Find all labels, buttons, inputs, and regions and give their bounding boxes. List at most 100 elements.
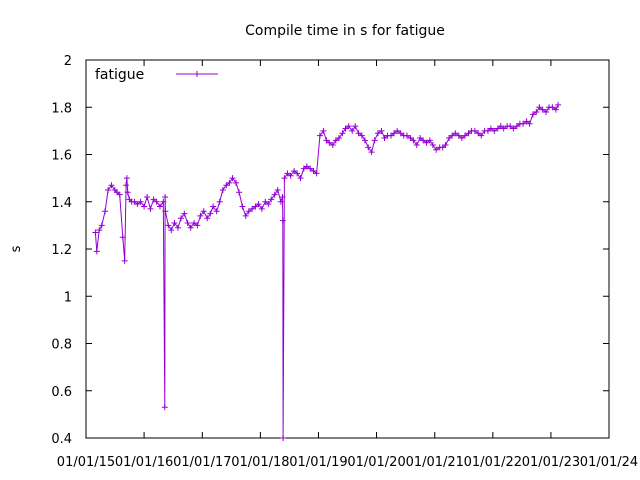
data-point (216, 198, 223, 205)
y-tick-label: 0.4 (51, 432, 72, 447)
y-tick-label: 2 (64, 54, 72, 69)
data-point (187, 224, 194, 231)
data-point (287, 172, 294, 179)
data-point (410, 137, 417, 144)
data-point (407, 134, 414, 141)
data-point (294, 170, 301, 177)
data-point (465, 130, 472, 137)
data-point (184, 220, 191, 227)
data-point (303, 163, 310, 170)
data-point (391, 130, 398, 137)
y-axis: 0.4 0.6 0.8 1 1.2 1.4 1.6 1.8 2 (51, 54, 609, 447)
data-point (204, 215, 211, 222)
data-point (365, 144, 372, 151)
data-point (160, 198, 167, 205)
data-point (358, 132, 365, 139)
data-point (171, 220, 178, 227)
x-axis: 01/01/15 01/01/16 01/01/17 01/01/18 01/01/19… (57, 60, 638, 470)
data-point (429, 142, 436, 149)
data-point (539, 106, 546, 113)
data-point (141, 203, 148, 210)
data-point (239, 203, 246, 210)
data-point (552, 106, 559, 113)
data-point (268, 196, 275, 203)
data-point (96, 227, 103, 234)
y-tick-label: 0.8 (51, 338, 72, 353)
data-point (513, 123, 520, 130)
data-point (197, 212, 204, 219)
y-tick-label: 1.2 (51, 243, 72, 258)
data-point (339, 130, 346, 137)
data-point (116, 191, 123, 198)
data-point (433, 146, 440, 153)
data-point (329, 142, 336, 149)
data-point (200, 208, 207, 215)
data-point (124, 189, 131, 196)
y-tick-label: 1 (64, 290, 72, 305)
data-point (394, 127, 401, 134)
data-point (313, 170, 320, 177)
data-point (491, 127, 498, 134)
data-point (277, 198, 284, 205)
data-point (226, 179, 233, 186)
data-point (255, 201, 262, 208)
data-point (478, 132, 485, 139)
data-point (342, 125, 349, 132)
series-line-fatigue (94, 104, 559, 439)
data-point (455, 132, 462, 139)
data-point (207, 210, 214, 217)
x-tick-label: 01/01/24 (580, 455, 638, 470)
data-point (510, 125, 517, 132)
data-point (442, 142, 449, 149)
y-axis-label: s (9, 245, 24, 252)
data-point (300, 165, 307, 172)
data-point (119, 234, 126, 241)
data-point (475, 130, 482, 137)
data-point (153, 198, 160, 205)
data-point (555, 101, 562, 108)
x-tick-label: 01/01/23 (522, 455, 580, 470)
data-point (252, 203, 259, 210)
data-point (134, 201, 141, 208)
data-point (361, 137, 368, 144)
data-point (523, 118, 530, 125)
chart-title: Compile time in s for fatigue (245, 23, 445, 39)
data-point (262, 198, 269, 205)
data-point (520, 120, 527, 127)
data-point (245, 208, 252, 215)
data-point (280, 435, 287, 441)
data-point (449, 132, 456, 139)
data-point (161, 404, 168, 411)
data-point (413, 142, 420, 149)
x-tick-label: 01/01/19 (289, 455, 347, 470)
data-point (368, 149, 375, 156)
data-point (233, 179, 240, 186)
y-tick-label: 1.6 (51, 149, 72, 164)
data-point (446, 134, 453, 141)
x-tick-label: 01/01/18 (231, 455, 289, 470)
data-point (265, 201, 272, 208)
data-point (452, 130, 459, 137)
legend-marker-fatigue (194, 71, 200, 77)
data-point (219, 186, 226, 193)
data-point (494, 125, 501, 132)
data-point (274, 186, 281, 193)
y-tick-label: 0.6 (51, 385, 72, 400)
data-point (310, 168, 317, 175)
data-point (335, 134, 342, 141)
data-point (533, 108, 540, 115)
data-point (108, 182, 115, 189)
data-point (102, 208, 109, 215)
data-point (177, 215, 184, 222)
data-point (284, 170, 291, 177)
data-point (168, 227, 175, 234)
data-point (279, 194, 286, 201)
y-tick-label: 1.8 (51, 101, 72, 116)
data-point (236, 189, 243, 196)
data-point (249, 205, 256, 212)
data-point (242, 212, 249, 219)
series-points-fatigue (92, 101, 562, 441)
data-point (381, 134, 388, 141)
data-point (98, 222, 105, 229)
x-tick-label: 01/01/20 (347, 455, 405, 470)
